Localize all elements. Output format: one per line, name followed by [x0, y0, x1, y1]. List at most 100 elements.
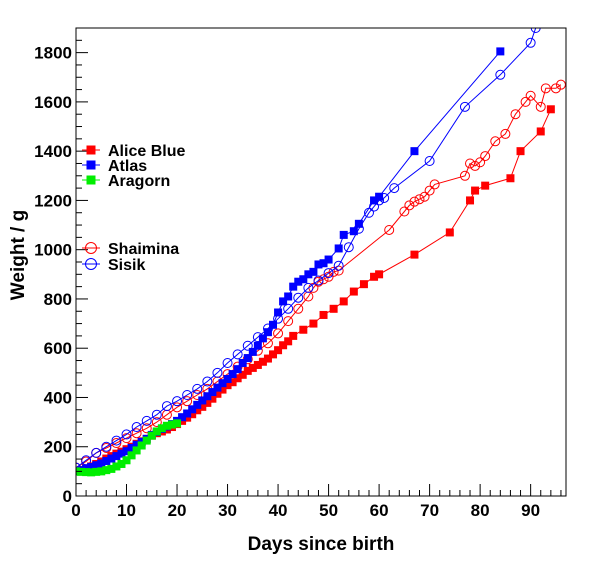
data-point-atlas	[279, 297, 288, 306]
data-point-aragorn	[97, 467, 106, 476]
data-point-alice-blue	[506, 174, 515, 183]
data-point-atlas	[188, 405, 197, 414]
y-tick-label: 1200	[34, 191, 72, 210]
data-point-atlas	[183, 409, 192, 418]
data-point-shaimina	[540, 83, 551, 94]
data-point-shaimina	[525, 90, 536, 101]
y-tick-label: 1400	[34, 142, 72, 161]
y-tick-label: 800	[44, 290, 72, 309]
x-tick-label: 60	[370, 501, 389, 520]
data-point-sisik	[424, 156, 435, 167]
data-point-sisik	[202, 376, 213, 387]
data-point-aragorn	[173, 419, 182, 428]
data-point-alice-blue	[445, 228, 454, 237]
data-point-atlas	[132, 440, 141, 449]
data-point-atlas	[178, 413, 187, 422]
data-point-shaimina	[182, 396, 193, 407]
y-tick-label: 600	[44, 339, 72, 358]
data-point-atlas	[112, 452, 121, 461]
x-tick-label: 10	[117, 501, 136, 520]
data-point-shaimina	[141, 423, 152, 434]
data-point-shaimina	[409, 196, 420, 207]
series-aragorn	[76, 419, 182, 477]
data-point-alice-blue	[198, 402, 207, 411]
data-point-atlas	[263, 328, 272, 337]
y-axis-title: Weight / g	[8, 210, 29, 300]
data-point-atlas	[223, 375, 232, 383]
x-tick-label: 30	[218, 501, 237, 520]
data-point-atlas	[213, 383, 222, 392]
data-point-shaimina	[318, 274, 329, 285]
data-point-shaimina	[151, 417, 162, 428]
data-point-sisik	[232, 349, 243, 360]
data-point-atlas	[309, 267, 318, 276]
legend-marker	[86, 160, 96, 170]
data-point-atlas	[294, 277, 303, 286]
data-point-sisik	[111, 435, 122, 446]
data-point-atlas	[349, 227, 358, 236]
data-point-alice-blue	[546, 105, 555, 114]
data-point-shaimina	[419, 191, 430, 202]
data-point-aragorn	[112, 462, 121, 471]
data-point-alice-blue	[349, 287, 358, 296]
data-point-shaimina	[192, 390, 203, 401]
legend-item-atlas: Atlas	[82, 158, 147, 175]
data-point-sisik	[91, 447, 102, 458]
data-point-aragorn	[92, 467, 101, 476]
legend-item-aragorn: Aragorn	[82, 173, 170, 190]
data-point-sisik	[242, 340, 253, 351]
data-point-sisik	[333, 260, 344, 271]
axes-layer: 0 10 20 30 40 50 60 70 80 90 0 200 400 600 800 1000 1200…	[34, 27, 562, 520]
x-tick-label: 70	[420, 501, 439, 520]
data-point-shaimina	[384, 224, 395, 235]
x-tick-label: 90	[521, 501, 540, 520]
data-point-atlas	[107, 454, 116, 463]
data-point-alice-blue	[274, 346, 283, 355]
legend-label: Atlas	[108, 158, 147, 175]
data-point-sisik	[525, 37, 536, 48]
data-point-sisik	[212, 367, 223, 378]
data-point-shaimina	[480, 151, 491, 162]
data-point-sisik	[192, 383, 203, 394]
data-point-atlas	[193, 400, 202, 409]
data-point-sisik	[313, 275, 324, 286]
y-tick-label: 1000	[34, 241, 72, 260]
data-point-sisik	[495, 69, 506, 80]
data-point-aragorn	[132, 446, 141, 455]
legend-marker	[86, 145, 96, 155]
data-point-alice-blue	[223, 381, 232, 390]
data-point-atlas	[203, 392, 212, 401]
data-point-atlas	[228, 370, 237, 379]
data-point-alice-blue	[243, 366, 252, 375]
data-point-shaimina	[424, 185, 435, 196]
data-point-shaimina	[475, 157, 486, 168]
legend-marker	[85, 242, 97, 254]
data-point-aragorn	[107, 464, 116, 473]
data-point-sisik	[222, 357, 233, 368]
data-point-alice-blue	[359, 280, 368, 289]
data-point-shaimina	[121, 433, 132, 444]
data-point-aragorn	[122, 456, 131, 465]
data-point-atlas	[198, 396, 207, 405]
data-point-sisik	[182, 390, 193, 401]
data-point-atlas	[284, 292, 293, 301]
data-point-atlas	[410, 147, 419, 156]
data-point-alice-blue	[329, 304, 338, 313]
data-point-atlas	[253, 341, 262, 350]
data-point-sisik	[530, 28, 541, 33]
data-point-alice-blue	[269, 350, 278, 359]
data-point-shaimina	[262, 338, 273, 349]
data-point-aragorn	[162, 421, 171, 430]
data-point-shaimina	[273, 328, 284, 339]
data-point-alice-blue	[188, 410, 197, 419]
data-point-atlas	[269, 320, 278, 329]
data-point-atlas	[324, 255, 333, 264]
data-point-sisik	[323, 268, 334, 279]
data-point-aragorn	[147, 431, 156, 440]
x-tick-label: 20	[168, 501, 187, 520]
data-point-alice-blue	[516, 147, 525, 156]
data-point-shaimina	[550, 83, 561, 94]
data-point-alice-blue	[309, 319, 318, 328]
data-point-atlas	[208, 388, 217, 397]
